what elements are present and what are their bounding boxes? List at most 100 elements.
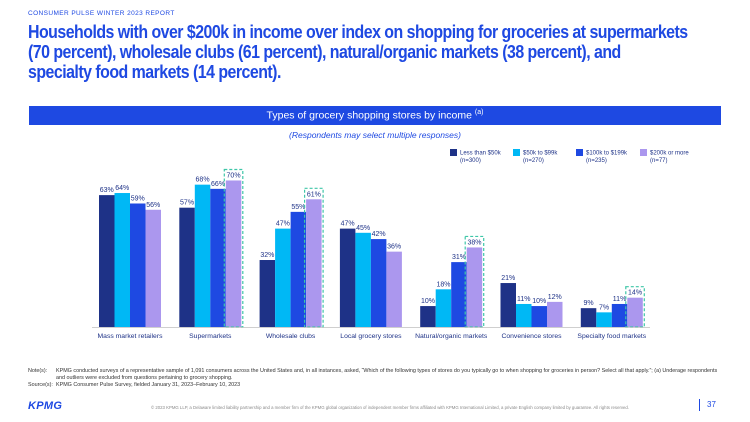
legend-label-100k-to-199k: $100k to $199k	[586, 151, 628, 157]
bar-specialty-food-markets-100k-to-199k	[611, 303, 628, 327]
legend-count-200k-or-more: (n=77)	[650, 158, 668, 164]
source-row: Source(s): KPMG Consumer Pulse Survey, f…	[28, 382, 718, 389]
legend-swatch-100k-to-199k	[576, 149, 583, 156]
source-label: Source(s):	[28, 382, 53, 388]
legend-count-100k-to-199k: (n=235)	[586, 158, 607, 164]
data-label-wholesale-clubs-200k-or-more: 61%	[307, 191, 321, 198]
legal-text: © 2023 KPMG LLP, a Delaware limited liab…	[150, 405, 630, 410]
highlight-box-supermarkets	[223, 168, 244, 328]
legend-count-less-than-50k: (n=300)	[460, 158, 481, 164]
category-label-supermarkets: Supermarkets	[189, 333, 232, 340]
page-number: 37	[707, 400, 716, 409]
category-label-specialty-food-markets: Specialty food markets	[577, 333, 646, 340]
bar-mass-market-retailers-100k-to-199k	[130, 203, 146, 327]
data-label-supermarkets-200k-or-more: 70%	[227, 172, 241, 179]
highlight-box-natural-organic-markets	[464, 235, 485, 328]
bar-specialty-food-markets-50k-to-99k	[596, 312, 612, 327]
bar-mass-market-retailers-200k-or-more	[145, 209, 161, 327]
bar-convenience-stores-200k-or-more	[547, 301, 563, 327]
data-label-specialty-food-markets-50k-to-99k: 7%	[599, 304, 609, 311]
category-label-mass-market-retailers: Mass market retailers	[98, 333, 164, 340]
data-label-mass-market-retailers-200k-or-more: 56%	[146, 202, 160, 209]
data-label-supermarkets-50k-to-99k: 68%	[196, 177, 210, 184]
data-label-mass-market-retailers-less-than-50k: 63%	[100, 187, 114, 194]
category-label-natural-organic-markets: Natural/organic markets	[415, 333, 488, 340]
report-kicker: CONSUMER PULSE WINTER 2023 REPORT	[28, 10, 175, 17]
page-title: Households with over $200k in income ove…	[28, 22, 688, 82]
title-line-2: (70 percent), wholesale clubs (61 percen…	[28, 41, 621, 62]
data-label-supermarkets-100k-to-199k: 66%	[211, 181, 225, 188]
data-label-natural-organic-markets-100k-to-199k: 31%	[452, 254, 466, 261]
bar-supermarkets-50k-to-99k	[194, 184, 211, 327]
data-label-specialty-food-markets-less-than-50k: 9%	[583, 300, 593, 307]
bar-supermarkets-less-than-50k	[179, 207, 195, 327]
data-label-natural-organic-markets-200k-or-more: 38%	[467, 239, 481, 246]
bar-wholesale-clubs-100k-to-199k	[290, 211, 307, 327]
data-label-natural-organic-markets-less-than-50k: 10%	[421, 298, 435, 305]
data-label-mass-market-retailers-50k-to-99k: 64%	[115, 185, 129, 192]
data-label-convenience-stores-50k-to-99k: 11%	[517, 296, 531, 303]
bar-natural-organic-markets-less-than-50k	[420, 306, 436, 327]
bar-specialty-food-markets-200k-or-more	[627, 297, 643, 327]
legend-label-less-than-50k: Less than $50k	[460, 151, 502, 157]
source-text: KPMG Consumer Pulse Survey, fielded Janu…	[56, 382, 241, 388]
data-label-supermarkets-less-than-50k: 57%	[180, 200, 194, 207]
data-label-wholesale-clubs-50k-to-99k: 47%	[276, 221, 290, 228]
bar-supermarkets-200k-or-more	[225, 180, 242, 327]
bar-wholesale-clubs-50k-to-99k	[275, 228, 291, 327]
data-label-wholesale-clubs-100k-to-199k: 55%	[291, 204, 305, 211]
category-label-local-grocery-stores: Local grocery stores	[340, 333, 402, 340]
legend-swatch-50k-to-99k	[513, 149, 520, 156]
bar-convenience-stores-50k-to-99k	[516, 303, 532, 327]
bar-natural-organic-markets-100k-to-199k	[451, 262, 467, 327]
chart-subtitle: (Respondents may select multiple respons…	[289, 130, 461, 140]
legend-swatch-less-than-50k	[450, 149, 457, 156]
bar-convenience-stores-less-than-50k	[500, 283, 516, 327]
data-label-local-grocery-stores-200k-or-more: 36%	[387, 244, 401, 251]
title-line-3: specialty food markets (14 percent).	[28, 61, 281, 82]
legend-label-200k-or-more: $200k or more	[650, 151, 689, 157]
bar-supermarkets-100k-to-199k	[210, 188, 226, 327]
bar-natural-organic-markets-200k-or-more	[466, 247, 483, 327]
chart-title-text: Types of grocery shopping stores by inco…	[266, 109, 472, 122]
chart-title: Types of grocery shopping stores by inco…	[29, 109, 721, 122]
note-row: Note(s): KPMG conducted surveys of a rep…	[28, 368, 718, 382]
bar-mass-market-retailers-50k-to-99k	[114, 193, 130, 327]
legend-swatch-200k-or-more	[640, 149, 647, 156]
legend-label-50k-to-99k: $50k to $99k	[523, 151, 558, 157]
bar-local-grocery-stores-50k-to-99k	[355, 232, 371, 327]
category-label-convenience-stores: Convenience stores	[501, 333, 562, 340]
legend-count-50k-to-99k: (n=270)	[523, 158, 544, 164]
data-label-local-grocery-stores-100k-to-199k: 42%	[372, 231, 386, 238]
bar-wholesale-clubs-200k-or-more	[306, 199, 322, 327]
note-text: KPMG conducted surveys of a representati…	[56, 368, 718, 381]
bar-specialty-food-markets-less-than-50k	[580, 308, 597, 327]
footnotes: Note(s): KPMG conducted surveys of a rep…	[28, 368, 718, 389]
data-label-convenience-stores-100k-to-199k: 10%	[532, 298, 546, 305]
data-label-convenience-stores-less-than-50k: 21%	[501, 275, 515, 282]
kpmg-logo: KPMG	[28, 400, 63, 412]
bar-local-grocery-stores-200k-or-more	[386, 251, 402, 327]
highlight-box-specialty-food-markets	[625, 286, 645, 328]
data-label-local-grocery-stores-less-than-50k: 47%	[341, 221, 355, 228]
bar-wholesale-clubs-less-than-50k	[259, 260, 276, 327]
data-label-specialty-food-markets-100k-to-199k: 11%	[613, 296, 627, 303]
grouped-bar-chart: Less than $50k(n=300) $50k to $99k(n=270)…	[92, 149, 689, 340]
category-label-wholesale-clubs: Wholesale clubs	[266, 333, 316, 340]
chart-title-banner: Types of grocery shopping stores by inco…	[29, 106, 721, 125]
bar-mass-market-retailers-less-than-50k	[99, 195, 115, 327]
note-label: Note(s):	[28, 368, 48, 374]
chart-title-footnote: (a)	[474, 109, 484, 116]
bar-natural-organic-markets-50k-to-99k	[435, 289, 452, 327]
bar-convenience-stores-100k-to-199k	[531, 306, 547, 327]
data-label-specialty-food-markets-200k-or-more: 14%	[628, 290, 642, 297]
data-label-natural-organic-markets-50k-to-99k: 18%	[436, 281, 450, 288]
bar-local-grocery-stores-100k-to-199k	[370, 239, 387, 327]
data-label-convenience-stores-200k-or-more: 12%	[548, 294, 562, 301]
data-label-mass-market-retailers-100k-to-199k: 59%	[131, 195, 145, 202]
page-divider	[699, 399, 700, 411]
data-label-wholesale-clubs-less-than-50k: 32%	[260, 252, 274, 259]
bar-local-grocery-stores-less-than-50k	[339, 228, 356, 327]
data-label-local-grocery-stores-50k-to-99k: 45%	[356, 225, 370, 232]
highlight-box-wholesale-clubs	[304, 187, 324, 328]
